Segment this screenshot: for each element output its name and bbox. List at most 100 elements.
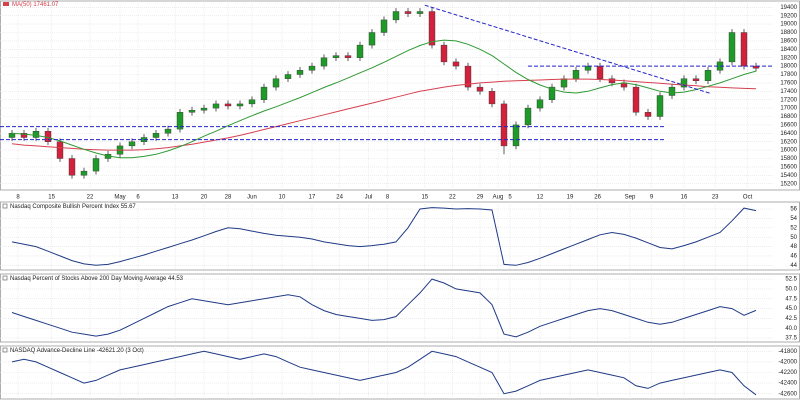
x-tick-label: 22 — [87, 195, 94, 201]
candle-body — [176, 112, 184, 130]
y-tick-label: 18800 — [780, 30, 797, 36]
x-tick-label: 24 — [336, 195, 343, 201]
candle-body — [512, 124, 520, 147]
title-icon — [2, 275, 8, 281]
candle-body — [56, 141, 64, 159]
candle-body — [584, 65, 592, 71]
y-tick-label: -41800 — [778, 349, 797, 355]
y-tick-label: 40.0 — [785, 326, 797, 332]
candle-body — [344, 55, 352, 58]
y-tick-label: 45.0 — [785, 306, 797, 312]
candle-body — [548, 86, 556, 100]
candle-body — [704, 70, 712, 82]
candle-body — [356, 44, 364, 58]
legend-swatch — [3, 2, 9, 6]
moving-average-line — [11, 78, 757, 151]
x-tick-label: 22 — [449, 195, 456, 201]
y-tick-label: 18400 — [780, 47, 797, 53]
candle-body — [260, 86, 268, 100]
x-tick-label: 6 — [136, 195, 140, 201]
y-tick-label: 54 — [790, 216, 797, 222]
y-tick-label: 19200 — [780, 13, 797, 19]
candle-body — [728, 32, 736, 63]
y-tick-label: -42200 — [778, 370, 797, 376]
y-tick-label: 42.5 — [785, 316, 797, 322]
candle-body — [248, 99, 256, 105]
candle-body — [320, 57, 328, 67]
y-tick-label: 46 — [790, 254, 797, 260]
x-tick-label: 29 — [477, 195, 484, 201]
x-tick-label: Jul — [365, 195, 373, 201]
y-tick-label: 56 — [790, 207, 797, 213]
y-tick-label: 18000 — [780, 64, 797, 70]
candle-body — [404, 11, 412, 14]
panel-title: Nasdaq Composite Bullish Percent Index 5… — [10, 204, 136, 210]
y-tick-label: 18200 — [780, 55, 797, 61]
candle-body — [392, 11, 400, 21]
panel-title: NASDAQ Advance-Decline Line -42621.20 (3… — [10, 348, 144, 354]
y-tick-label: 15600 — [780, 164, 797, 170]
x-tick-label: 19 — [567, 195, 574, 201]
candle-body — [644, 112, 652, 117]
y-tick-label: 18600 — [780, 38, 797, 44]
x-tick-label: May — [114, 195, 125, 201]
candle-body — [308, 65, 316, 71]
candle-body — [380, 19, 388, 33]
moving-average-line — [11, 39, 757, 159]
candle-body — [152, 133, 160, 138]
x-tick-label: 8 — [16, 195, 20, 201]
y-tick-label: 16800 — [780, 114, 797, 120]
y-tick-label: 16200 — [780, 139, 797, 145]
y-tick-label: -42400 — [778, 381, 797, 387]
x-tick-label: Jun — [247, 195, 257, 201]
x-tick-label: Oct — [743, 195, 753, 201]
candle-body — [476, 86, 484, 92]
x-tick-label: Sep — [625, 195, 636, 201]
x-tick-label: 15 — [48, 195, 55, 201]
x-tick-label: 13 — [172, 195, 179, 201]
candle-body — [284, 74, 292, 79]
candle-body — [164, 128, 172, 134]
x-tick-label: 28 — [225, 195, 232, 201]
candle-body — [416, 11, 424, 14]
y-tick-label: 16000 — [780, 148, 797, 154]
candle-body — [560, 78, 568, 88]
panel-frame — [0, 273, 800, 343]
x-tick-label: 23 — [712, 195, 719, 201]
x-tick-label: 10 — [279, 195, 286, 201]
x-tick-label: 17 — [309, 195, 316, 201]
candle-body — [128, 141, 136, 147]
title-icon — [2, 203, 8, 209]
y-tick-label: -42600 — [778, 391, 797, 397]
candle-body — [236, 103, 244, 107]
indicator-line — [11, 278, 757, 338]
candle-body — [500, 103, 508, 147]
x-tick-label: 12 — [537, 195, 544, 201]
x-tick-label: 8 — [386, 195, 390, 201]
legend-label: MA(50) 17461.07 — [12, 2, 59, 8]
candle-body — [32, 130, 40, 138]
y-tick-label: 52 — [790, 225, 797, 231]
candle-body — [488, 91, 496, 105]
y-tick-label: 37.5 — [785, 336, 797, 342]
x-tick-label: Aug — [493, 195, 504, 201]
candle-body — [92, 158, 100, 172]
candle-body — [20, 133, 28, 138]
candle-body — [692, 78, 700, 81]
candle-body — [80, 170, 88, 176]
candle-body — [596, 65, 604, 79]
x-tick-label: 5 — [508, 195, 512, 201]
y-tick-label: 17400 — [780, 89, 797, 95]
trend-line — [424, 4, 711, 94]
x-tick-label: 26 — [594, 195, 601, 201]
candle-body — [608, 78, 616, 84]
candle-body — [44, 130, 52, 142]
y-tick-label: 17600 — [780, 80, 797, 86]
candle-body — [296, 70, 304, 75]
candle-body — [428, 11, 436, 46]
y-tick-label: 15800 — [780, 156, 797, 162]
y-tick-label: 17200 — [780, 97, 797, 103]
candle-body — [200, 107, 208, 111]
candle-body — [272, 78, 280, 88]
